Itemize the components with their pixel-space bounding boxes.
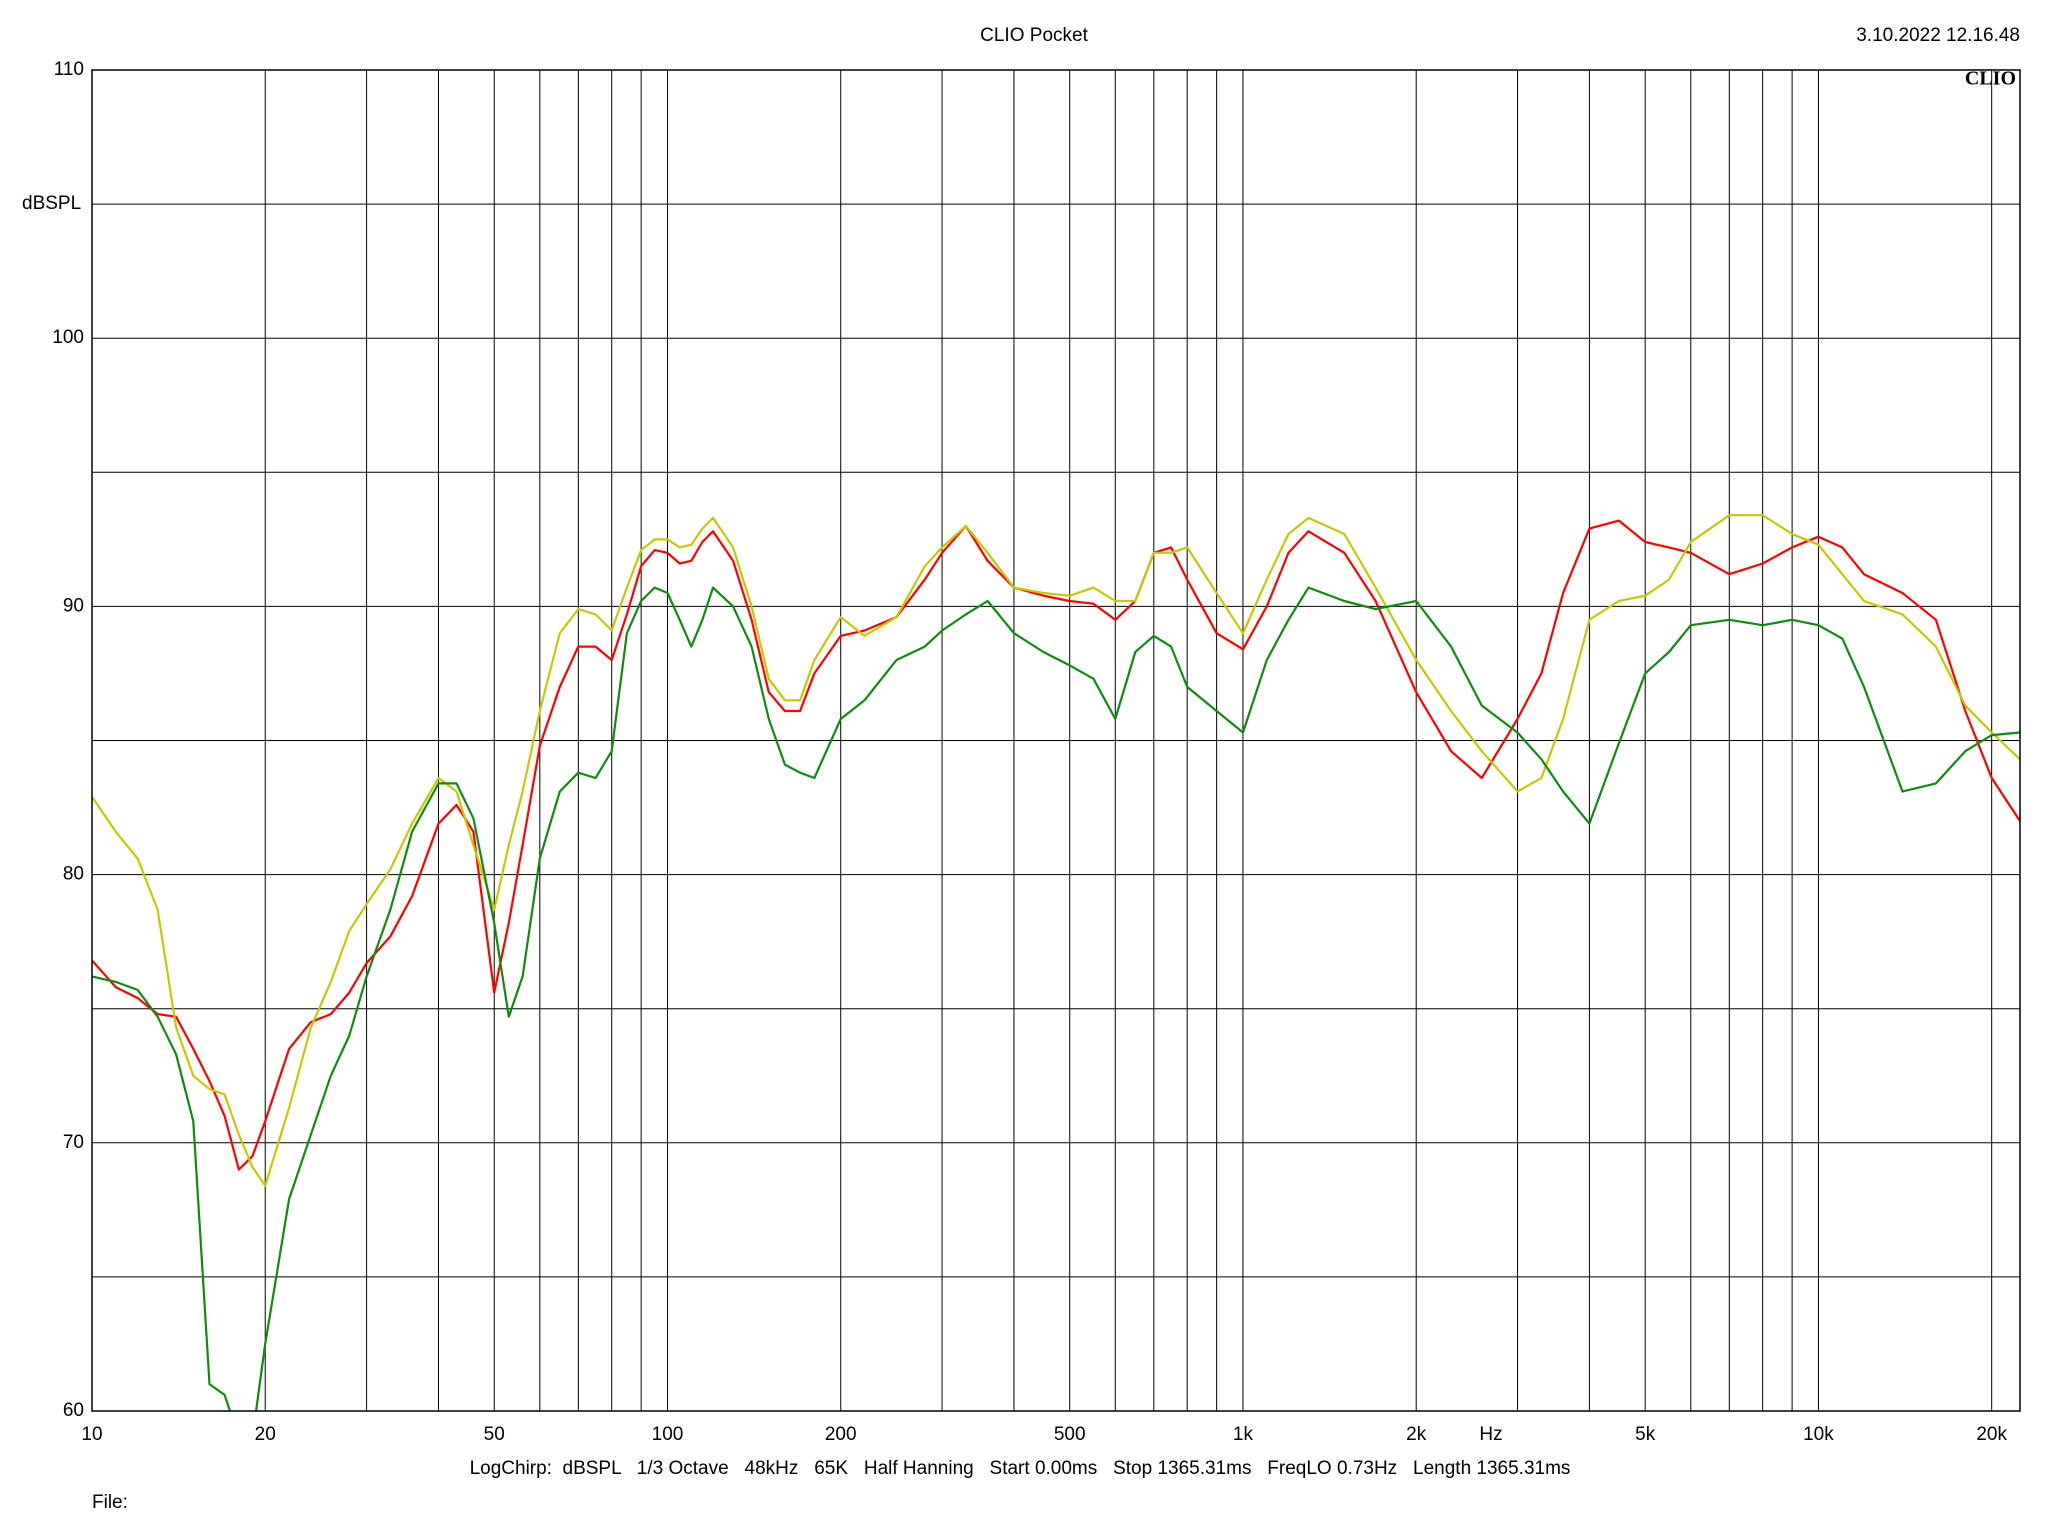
timestamp: 3.10.2022 12.16.48 [1856,25,2020,46]
series-line [92,519,2020,1171]
x-tick-label: 200 [825,1424,857,1445]
chart-title: CLIO Pocket [980,25,1088,46]
series-line [92,586,2020,1411]
x-tick-label: 50 [484,1424,505,1445]
plot-lines [92,514,2020,1411]
plot-frame [91,69,2021,1412]
x-tick-label: 5k [1635,1424,1656,1445]
x-tick-label: 20 [255,1424,276,1445]
logo: CLIO [1965,68,2016,90]
y-tick-label: 90 [63,595,84,616]
y-tick-label: 70 [63,1132,84,1153]
x-tick-label: 100 [652,1424,684,1445]
y-tick-label: 60 [63,1400,84,1421]
settings-line: LogChirp: dBSPL 1/3 Octave 48kHz 65K Hal… [470,1458,1571,1479]
x-axis-label: Hz [1479,1424,1502,1445]
x-tick-label: 10 [81,1424,102,1445]
x-tick-label: 2k [1406,1424,1427,1445]
x-tick-label: 500 [1054,1424,1086,1445]
series-line [92,514,2020,1187]
y-tick-label: 110 [54,59,84,80]
file-label: File: [92,1492,128,1513]
x-tick-label: 1k [1233,1424,1254,1445]
y-tick-label: 80 [63,864,84,885]
y-axis-label: dBSPL [22,193,81,214]
y-tick-label: 100 [52,327,84,348]
x-tick-label: 20k [1976,1424,2007,1445]
x-tick-label: 10k [1803,1424,1834,1445]
